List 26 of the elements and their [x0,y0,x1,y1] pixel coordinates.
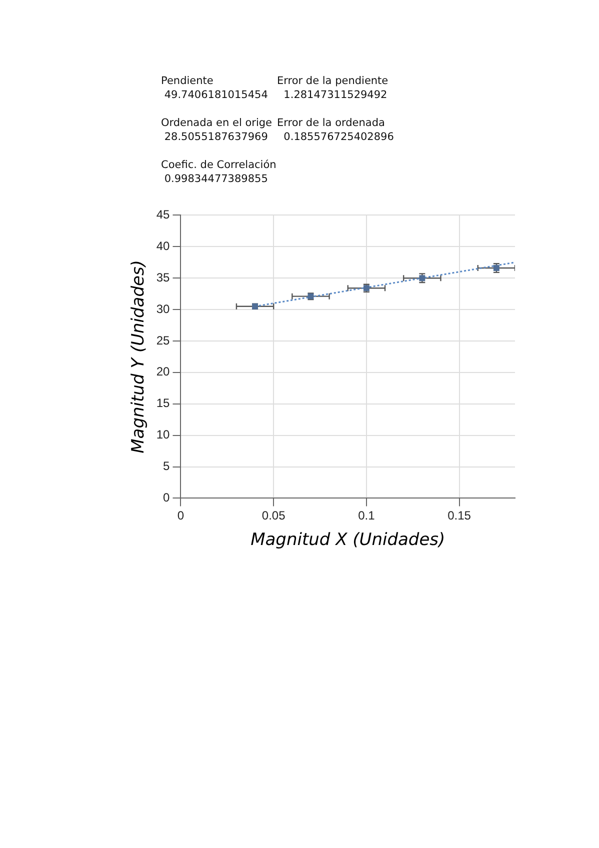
y-tick-label: 20 [156,364,170,379]
x-tick-label: 0.05 [262,508,286,523]
x-tick-label: 0.1 [358,508,376,523]
text: 49.7406181015454 [163,88,269,102]
y-tick-label: 5 [163,459,170,474]
y-tick-label: 25 [156,333,170,348]
text: Error de la pendiente [277,74,390,88]
text: Error de la ordenada [277,116,386,130]
text: 28.5055187637969 [163,130,269,144]
y-tick-label: 35 [156,270,170,284]
y-tick-label: 40 [156,238,170,253]
text: 0.185576725402896 [282,130,395,144]
y-tick-label: 10 [156,428,170,442]
y-tick-label: 45 [156,208,170,222]
y-tick-label: 15 [156,396,170,410]
y-tick-label: 0 [163,490,170,505]
x-tick-label: 0.15 [448,508,472,523]
text: Pendiente [161,74,214,88]
x-axis-title: Magnitud X (Unidades) [250,530,446,550]
y-axis-title: Magnitud Y (Unidades) [128,260,149,454]
text: Coefic. de Correlación [161,158,277,172]
x-tick-label: 0 [177,508,184,523]
text: Ordenada en el orige [161,116,273,130]
text: 0.99834477389855 [163,172,269,186]
y-tick-label: 30 [156,302,170,316]
text: 1.28147311529492 [282,88,388,102]
